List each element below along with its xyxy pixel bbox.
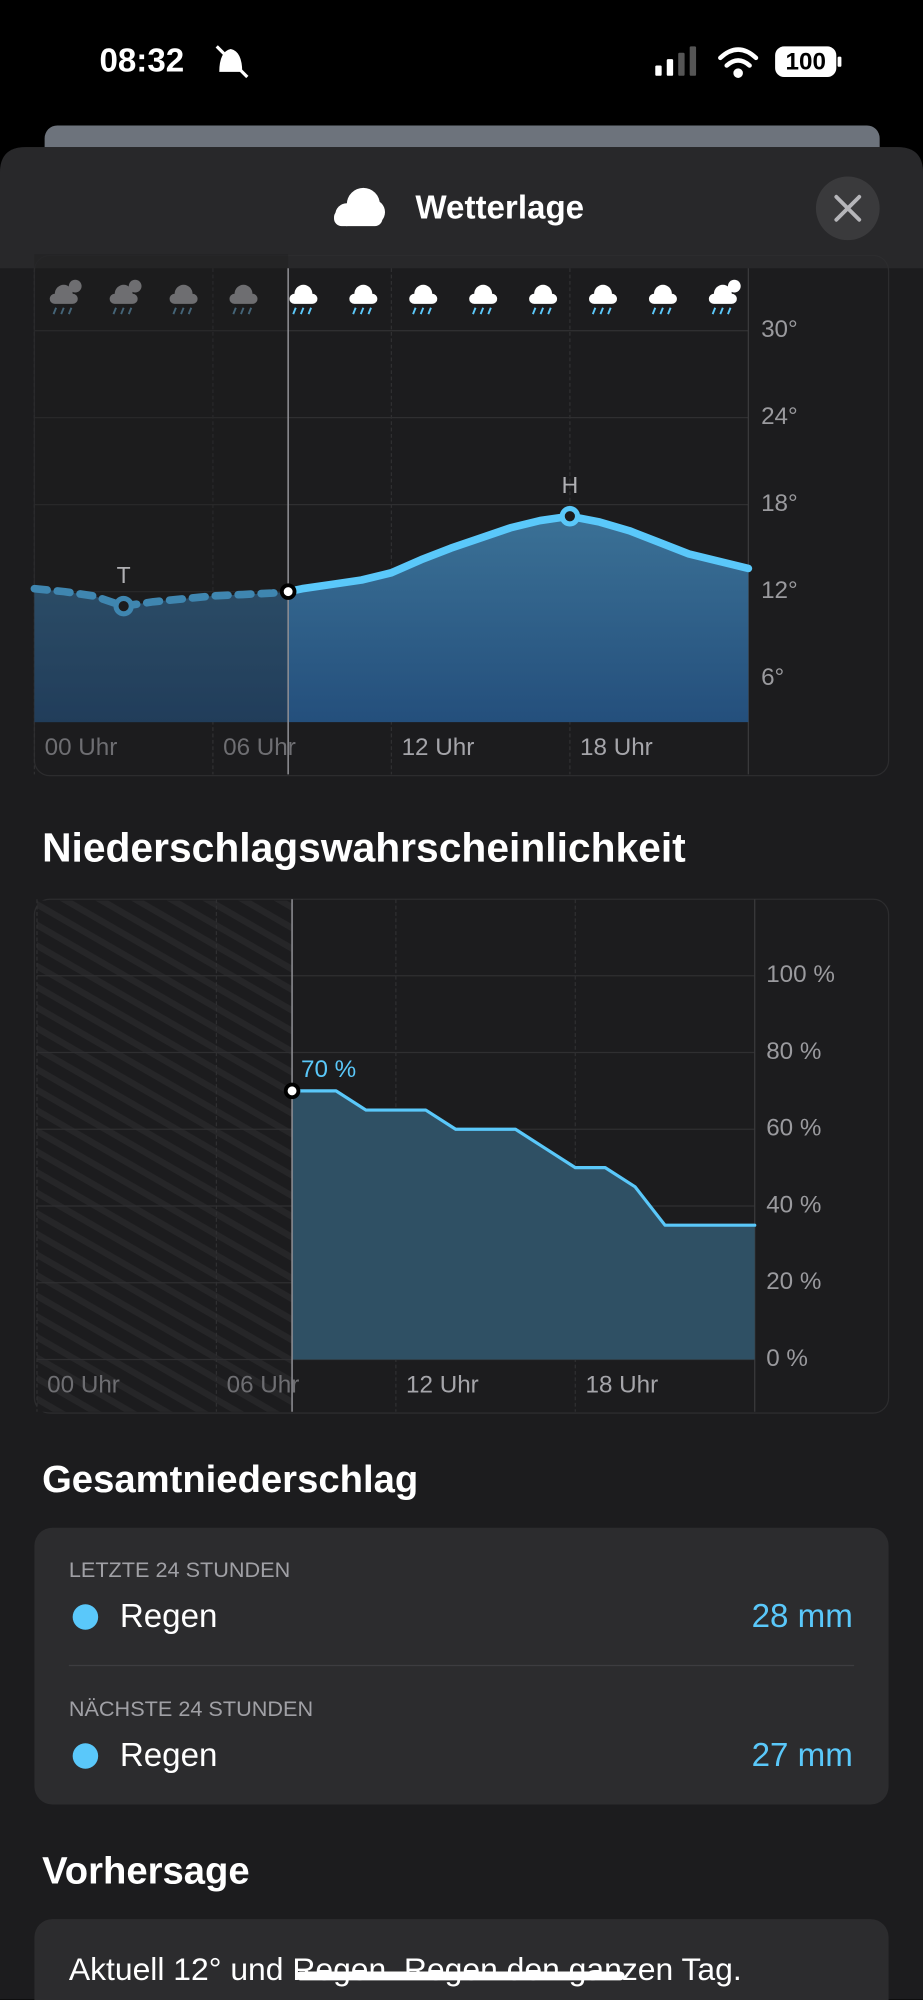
- signal-icon: [655, 46, 697, 76]
- line-forecast: [284, 512, 753, 596]
- period-label: NÄCHSTE 24 STUNDEN: [69, 1696, 313, 1721]
- rain-icon: [532, 307, 552, 315]
- x-tick-label: 18 Uhr: [585, 1372, 658, 1399]
- header-cloud-icon: [334, 187, 386, 227]
- extreme-marker: [113, 595, 134, 617]
- y-tick-label: 18°: [761, 490, 798, 517]
- y-tick-label: 24°: [761, 403, 798, 430]
- precip-amount: 28 mm: [752, 1598, 853, 1635]
- period-label: LETZTE 24 STUNDEN: [69, 1557, 290, 1582]
- rain-icon: [112, 307, 133, 315]
- now-marker: [279, 583, 297, 600]
- mute-icon: [215, 45, 249, 79]
- x-tick-label: 12 Uhr: [406, 1372, 479, 1399]
- forecast-text: Aktuell 12° und Regen. Regen den ganzen …: [69, 1951, 742, 1987]
- cloud-icon: [469, 293, 498, 304]
- rain-icon: [591, 307, 612, 315]
- line-forecast: [290, 1089, 757, 1227]
- rain-icon: [232, 307, 253, 315]
- cloud-icon: [409, 293, 438, 304]
- header-title: Wetterlage: [415, 189, 584, 226]
- past-hatch: [36, 900, 293, 1412]
- precip-type: Regen: [120, 1598, 218, 1635]
- cloud-icon: [349, 293, 378, 304]
- y-tick-label: 20 %: [766, 1268, 821, 1295]
- precip-type: Regen: [120, 1737, 218, 1774]
- rain-icon: [292, 307, 312, 315]
- y-tick-label: 60 %: [766, 1115, 821, 1142]
- battery: [775, 46, 837, 77]
- cloud-icon: [708, 293, 737, 304]
- cloud-icon: [648, 293, 677, 304]
- section-title: Vorhersage: [42, 1849, 250, 1892]
- x-tick-label: 06 Uhr: [223, 734, 296, 761]
- cloud-icon: [229, 293, 258, 304]
- rain-icon: [172, 307, 193, 315]
- y-tick-label: 100 %: [766, 961, 835, 988]
- rain-icon: [52, 307, 73, 315]
- area: [292, 1090, 755, 1360]
- moon-icon: [727, 279, 741, 293]
- rain-icon: [472, 307, 492, 315]
- cloud-icon: [109, 293, 138, 304]
- area: [34, 516, 749, 723]
- now-marker: [283, 1082, 301, 1100]
- cloud-icon: [49, 293, 78, 304]
- y-tick-label: 40 %: [766, 1191, 821, 1218]
- cloud-icon: [529, 293, 558, 304]
- temperature-card: [33, 254, 890, 777]
- moon-icon: [68, 279, 82, 293]
- legend-dot: [72, 1743, 99, 1769]
- y-tick-label: 80 %: [766, 1038, 821, 1065]
- rain-icon: [412, 307, 432, 315]
- precipitation-card: [33, 898, 890, 1414]
- x-tick-label: 12 Uhr: [402, 734, 475, 761]
- section-title: Gesamtniederschlag: [42, 1458, 418, 1501]
- moon-icon: [128, 279, 142, 293]
- battery-level: 100: [786, 48, 826, 75]
- extreme-marker: [559, 506, 581, 527]
- legend-dot: [72, 1604, 99, 1630]
- y-tick-label: 6°: [761, 664, 784, 691]
- section-title: Niederschlagswahrscheinlichkeit: [42, 825, 686, 871]
- cloud-icon: [289, 293, 318, 304]
- precip-amount: 27 mm: [752, 1737, 853, 1774]
- x-tick-label: 00 Uhr: [47, 1372, 120, 1399]
- clock: 08:32: [99, 43, 184, 80]
- home-indicator: [295, 1971, 625, 1981]
- forecast-card: [34, 1919, 889, 2000]
- x-tick-label: 06 Uhr: [227, 1372, 300, 1399]
- past-shade: [34, 254, 289, 723]
- header-bar: [0, 147, 923, 269]
- wifi-icon: [718, 47, 759, 78]
- cloud-icon: [588, 293, 618, 304]
- extreme-label: T: [117, 562, 131, 588]
- battery-tip: [837, 56, 842, 67]
- x-tick-label: 00 Uhr: [45, 734, 118, 761]
- rain-icon: [651, 307, 672, 315]
- close-button[interactable]: [815, 176, 880, 241]
- line-past: [30, 584, 292, 610]
- y-tick-label: 0 %: [766, 1345, 808, 1372]
- y-tick-label: 30°: [761, 316, 798, 343]
- cloud-icon: [169, 293, 198, 304]
- value-label: 70 %: [301, 1056, 356, 1083]
- x-tick-label: 18 Uhr: [580, 734, 653, 761]
- extreme-label: H: [562, 472, 579, 498]
- rain-icon: [352, 307, 372, 315]
- rain-icon: [711, 307, 732, 315]
- y-tick-label: 12°: [761, 577, 798, 604]
